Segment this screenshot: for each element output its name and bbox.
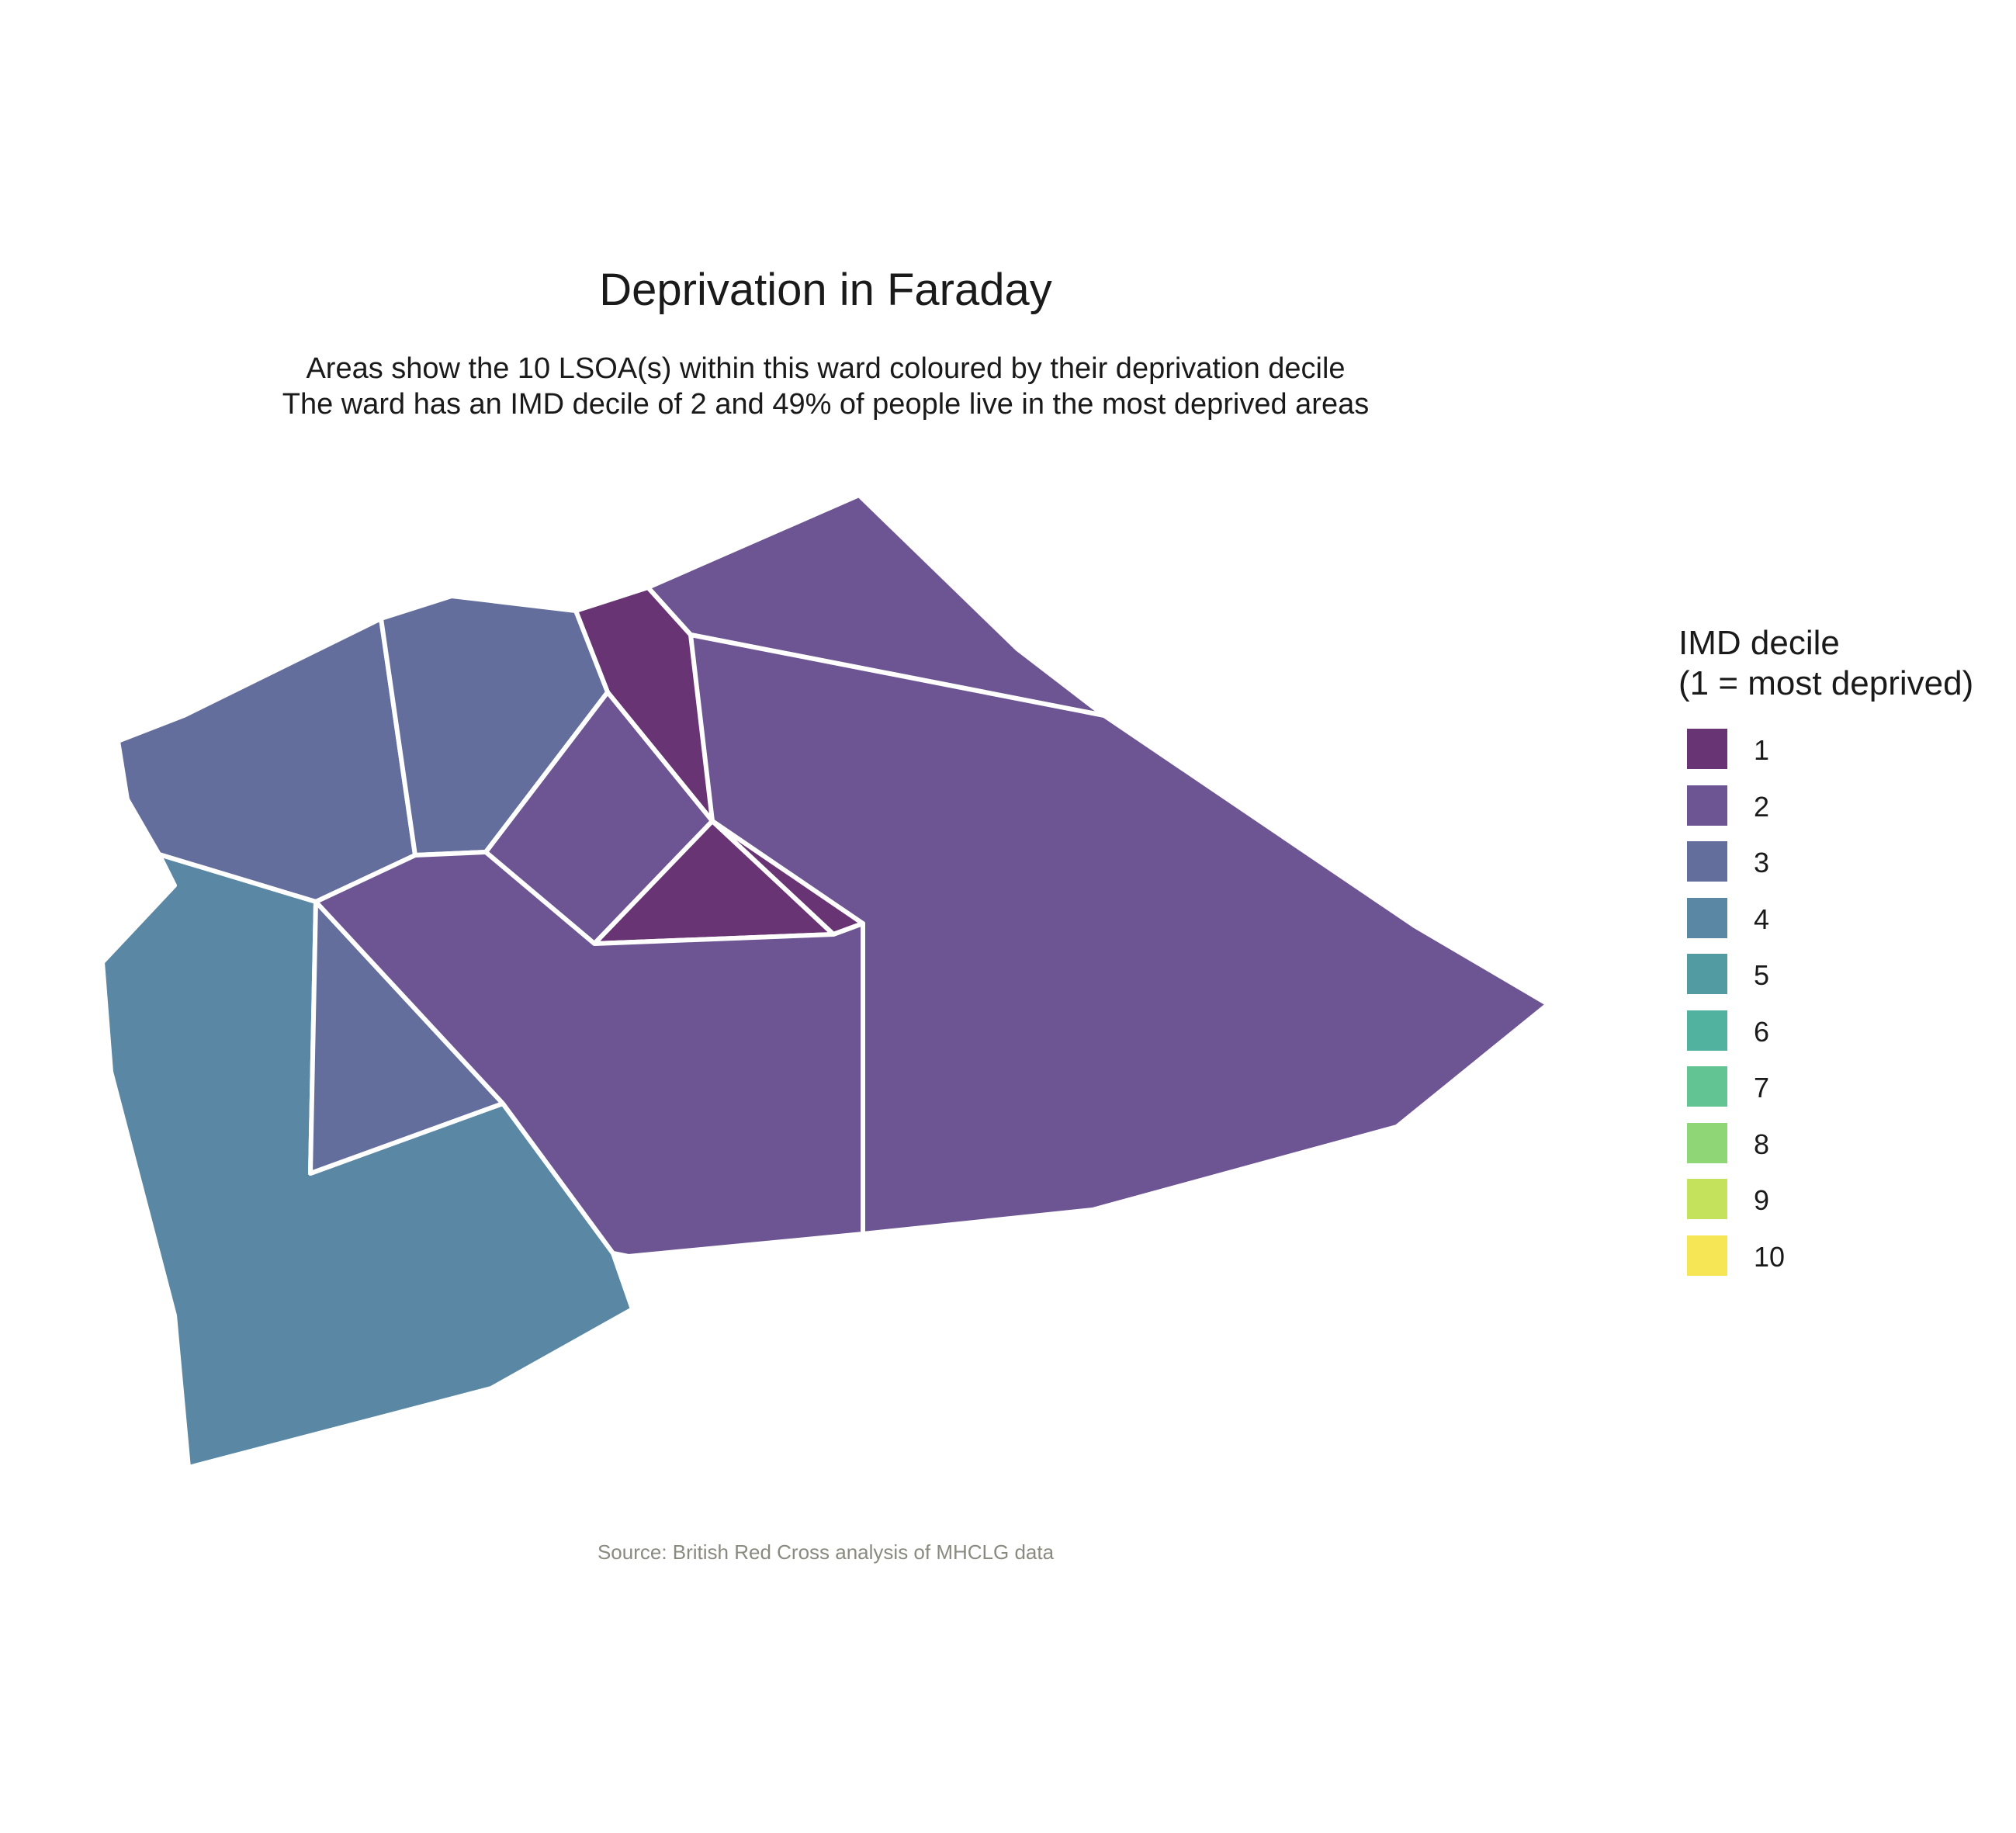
legend-title-line-2: (1 = most deprived): [1678, 664, 1974, 702]
legend-label: 3: [1754, 847, 1770, 878]
legend-swatch: [1687, 1010, 1727, 1051]
legend-swatch: [1687, 1179, 1727, 1219]
legend-label: 4: [1754, 903, 1770, 935]
legend-swatch: [1687, 1235, 1727, 1276]
legend-label: 10: [1754, 1240, 1786, 1273]
legend-label: 6: [1754, 1015, 1770, 1048]
legend-swatch: [1687, 1066, 1727, 1107]
legend-item: 5: [1678, 954, 1973, 1010]
legend-item: 3: [1678, 841, 1973, 898]
legend-item: 2: [1678, 785, 1973, 842]
subtitle-line-2: The ward has an IMD decile of 2 and 49% …: [282, 388, 1370, 421]
map-subtitle: Areas show the 10 LSOA(s) within this wa…: [0, 351, 1651, 422]
lsoa-area-south-central: [313, 850, 865, 1259]
legend-label: 2: [1754, 790, 1770, 823]
legend-label: 8: [1754, 1128, 1770, 1160]
legend-title: IMD decile (1 = most deprived): [1678, 623, 1973, 704]
source-caption: Source: British Red Cross analysis of MH…: [597, 1540, 1055, 1564]
legend: IMD decile (1 = most deprived) 1 2 3 4 5 6 7 8 9…: [1678, 623, 1973, 1291]
legend-items: 1 2 3 4 5 6 7 8 9 10: [1678, 729, 1973, 1291]
legend-item: 9: [1678, 1179, 1973, 1235]
legend-swatch: [1687, 841, 1727, 882]
legend-item: 8: [1678, 1122, 1973, 1180]
lsoa-areas: [100, 493, 1550, 1470]
subtitle-line-1: Areas show the 10 LSOA(s) within this wa…: [306, 352, 1346, 385]
legend-item: 4: [1678, 897, 1973, 955]
legend-label: 1: [1754, 734, 1770, 766]
legend-label: 7: [1754, 1072, 1770, 1104]
legend-item: 1: [1678, 729, 1973, 785]
legend-label: 9: [1754, 1184, 1770, 1216]
legend-label: 5: [1754, 959, 1770, 991]
legend-swatch: [1687, 897, 1727, 938]
legend-item: 10: [1678, 1235, 1973, 1292]
legend-swatch: [1687, 1122, 1727, 1163]
legend-swatch: [1687, 729, 1727, 769]
legend-title-line-1: IMD decile: [1678, 624, 1840, 662]
legend-swatch: [1687, 785, 1727, 826]
legend-item: 6: [1678, 1010, 1973, 1067]
legend-item: 7: [1678, 1066, 1973, 1123]
legend-swatch: [1687, 954, 1727, 994]
map-title: Deprivation in Faraday: [599, 265, 1052, 315]
